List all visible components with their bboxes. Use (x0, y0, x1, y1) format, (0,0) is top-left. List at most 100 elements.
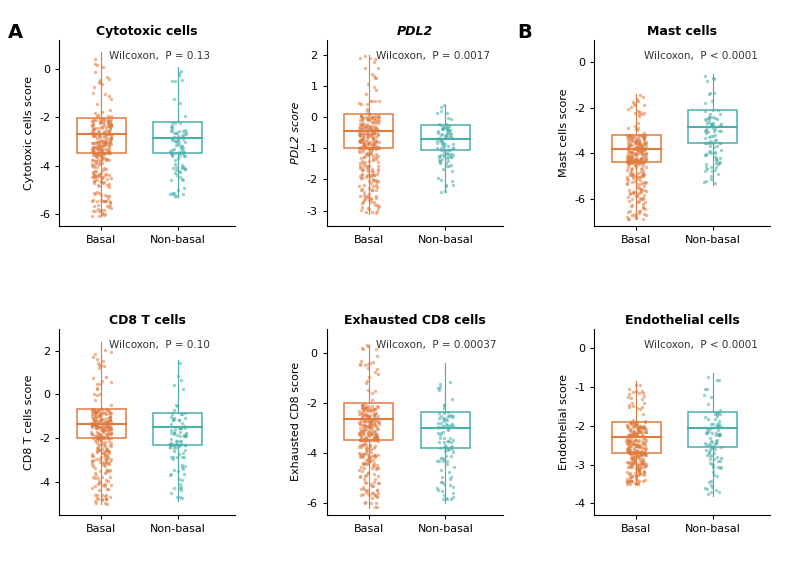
Point (631, 447, 644, 456)
Point (431, 139, 443, 148)
Point (95, 118, 107, 127)
Point (638, 410, 650, 419)
Point (96, 158, 108, 167)
Point (367, 168, 379, 177)
Point (621, 392, 634, 401)
Point (714, 462, 727, 471)
Point (358, 421, 371, 430)
Point (360, 436, 373, 445)
Point (92, 131, 105, 140)
Point (632, 139, 645, 148)
Point (704, 437, 717, 446)
Point (368, 58, 381, 67)
Point (85, 143, 98, 152)
Point (625, 154, 638, 163)
Point (171, 440, 183, 449)
Point (354, 440, 367, 449)
Point (637, 160, 649, 169)
Point (367, 182, 380, 191)
Point (369, 490, 382, 499)
Point (92, 138, 105, 147)
Point (623, 186, 635, 195)
Point (371, 472, 384, 481)
Point (621, 421, 634, 430)
Point (623, 145, 636, 155)
Point (640, 162, 653, 171)
Point (638, 448, 651, 457)
Point (353, 135, 366, 144)
Point (630, 213, 642, 222)
Point (369, 177, 382, 186)
Point (431, 486, 444, 495)
Point (630, 466, 643, 475)
Point (370, 155, 382, 164)
Point (96, 143, 109, 152)
Point (369, 421, 382, 430)
Point (371, 423, 384, 432)
Point (359, 438, 371, 447)
Text: Wilcoxon,  P = 0.00037: Wilcoxon, P = 0.00037 (376, 340, 497, 350)
Point (358, 417, 371, 426)
Point (624, 463, 637, 472)
Point (630, 137, 642, 146)
Point (432, 429, 445, 438)
Point (85, 196, 98, 205)
Point (371, 351, 384, 361)
Point (369, 432, 382, 441)
Title: Exhausted CD8 cells: Exhausted CD8 cells (344, 315, 486, 328)
Point (435, 125, 448, 134)
Point (625, 393, 638, 402)
Point (372, 125, 385, 134)
Point (90, 384, 103, 393)
Point (96, 432, 109, 441)
Point (97, 426, 110, 435)
Point (95, 361, 107, 370)
Point (104, 424, 117, 433)
Point (88, 170, 100, 179)
Point (709, 431, 722, 440)
Point (369, 474, 382, 483)
Point (630, 95, 643, 104)
Point (630, 381, 642, 390)
Point (433, 457, 446, 466)
Point (372, 177, 385, 186)
Point (366, 113, 378, 122)
Point (368, 452, 381, 461)
Point (369, 96, 382, 105)
Point (103, 411, 116, 421)
Point (98, 441, 111, 451)
Point (170, 165, 182, 174)
Point (713, 127, 725, 136)
Point (371, 492, 383, 501)
Point (103, 142, 115, 151)
Point (630, 139, 642, 148)
Point (87, 415, 100, 424)
Point (632, 118, 645, 127)
Point (93, 390, 106, 399)
Point (625, 434, 638, 443)
Point (630, 154, 642, 163)
Point (626, 132, 639, 142)
Point (638, 198, 651, 207)
Point (441, 124, 453, 133)
Point (705, 482, 718, 491)
Point (103, 203, 115, 212)
Point (353, 191, 366, 200)
Point (364, 123, 377, 132)
Point (640, 444, 653, 453)
Point (442, 436, 454, 445)
Point (179, 152, 191, 161)
Point (353, 144, 366, 153)
Point (433, 408, 446, 417)
Point (366, 488, 378, 498)
Point (433, 151, 446, 160)
Point (630, 451, 643, 460)
Point (173, 416, 186, 425)
Point (91, 134, 103, 143)
Point (622, 447, 634, 456)
Point (441, 128, 453, 137)
Point (440, 181, 453, 190)
Point (360, 143, 373, 152)
Point (637, 423, 649, 432)
Point (632, 96, 645, 105)
